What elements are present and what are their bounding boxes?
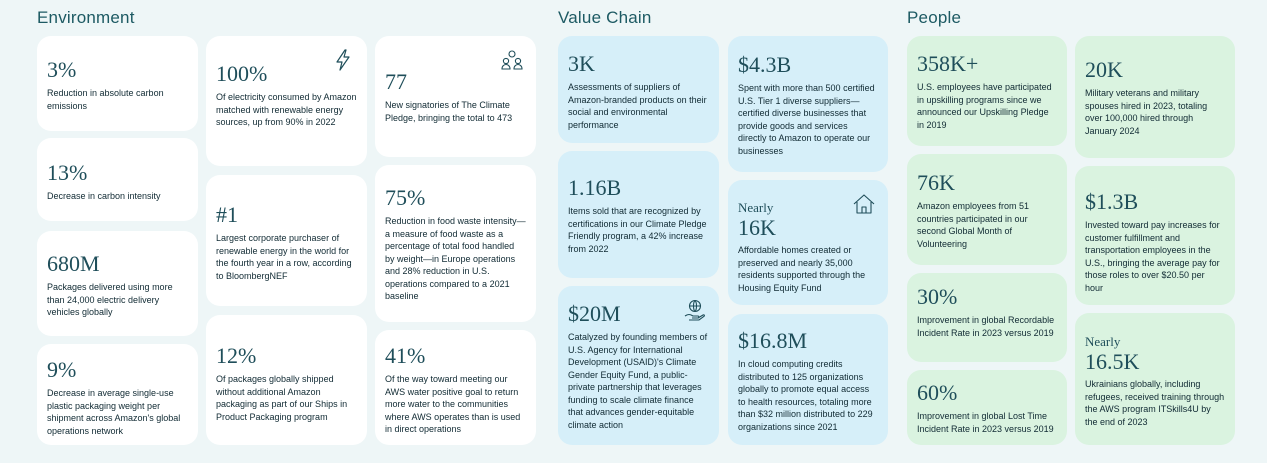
stat-description: Items sold that are recognized by certif…	[568, 206, 707, 254]
stat-description: Packages delivered using more than 24,00…	[47, 282, 173, 317]
stat-description: Decrease in average single-use plastic p…	[47, 388, 181, 436]
stat-description: Reduction in food waste intensity—a meas…	[385, 216, 526, 301]
stat-description: Improvement in global Lost Time Incident…	[917, 411, 1054, 434]
stat-value: 12%	[216, 343, 257, 368]
stat-card-vc-supplier-assessments: 3K Assessments of suppliers of Amazon-br…	[558, 36, 719, 143]
stat-card-people-upskilling: 358K+ U.S. employees have participated i…	[907, 36, 1067, 146]
stat-value: $20M	[568, 301, 621, 326]
stat-card-people-lost-time-incident: 60% Improvement in global Lost Time Inci…	[907, 370, 1067, 445]
stat-description: U.S. employees have participated in upsk…	[917, 82, 1052, 130]
stat-description: New signatories of The Climate Pledge, b…	[385, 100, 513, 123]
stat-value: 20K	[1085, 57, 1123, 82]
people-group-icon	[501, 50, 523, 70]
stat-value: 3K	[568, 51, 595, 76]
stat-description: Spent with more than 500 certified U.S. …	[738, 83, 875, 156]
stat-value: 75%	[385, 185, 426, 210]
stat-card-vc-climate-pledge-friendly: 1.16B Items sold that are recognized by …	[558, 151, 719, 278]
section-title-environment: Environment	[37, 8, 135, 27]
stat-card-env-plastic-packaging: 9% Decrease in average single-use plasti…	[37, 344, 198, 445]
stat-value: 60%	[917, 380, 958, 405]
stat-description: Of packages globally shipped without add…	[216, 374, 348, 422]
stat-card-env-ships-in-packaging: 12% Of packages globally shipped without…	[206, 315, 367, 445]
stat-value: 41%	[385, 343, 426, 368]
stat-value: 9%	[47, 357, 77, 382]
stat-card-people-pay-increases: $1.3B Invested toward pay increases for …	[1075, 166, 1235, 305]
house-icon	[853, 194, 875, 214]
stat-prefix: Nearly	[1085, 334, 1121, 349]
stat-description: Of electricity consumed by Amazon matche…	[216, 92, 357, 127]
stat-description: Assessments of suppliers of Amazon-brand…	[568, 82, 707, 130]
stat-value: #1	[216, 202, 238, 227]
stat-card-env-carbon-emissions: 3% Reduction in absolute carbon emission…	[37, 36, 198, 131]
stat-description: In cloud computing credits distributed t…	[738, 359, 873, 432]
stat-description: Military veterans and military spouses h…	[1085, 88, 1208, 136]
stat-description: Amazon employees from 51 countries parti…	[917, 201, 1030, 249]
section-title-people: People	[907, 8, 962, 27]
stat-value: $16.8M	[738, 328, 808, 353]
stat-description: Decrease in carbon intensity	[47, 191, 161, 201]
stat-value: $1.3B	[1085, 189, 1139, 214]
stat-description: Of the way toward meeting our AWS water …	[385, 374, 521, 434]
stat-card-vc-cloud-credits: $16.8M In cloud computing credits distri…	[728, 314, 888, 445]
stat-value: 100%	[216, 61, 268, 86]
stat-card-env-renewable-electricity: 100% Of electricity consumed by Amazon m…	[206, 36, 367, 166]
stat-value: 680M	[47, 251, 100, 276]
stat-description: Reduction in absolute carbon emissions	[47, 88, 164, 111]
stat-description: Affordable homes created or preserved an…	[738, 245, 866, 293]
stat-value: 358K+	[917, 51, 979, 76]
stat-value: 13%	[47, 160, 88, 185]
stat-card-people-military-hires: 20K Military veterans and military spous…	[1075, 36, 1235, 158]
stat-card-people-volunteering: 76K Amazon employees from 51 countries p…	[907, 154, 1067, 265]
stat-value: $4.3B	[738, 52, 792, 77]
stat-value: 3%	[47, 57, 77, 82]
stat-prefix: Nearly	[738, 200, 774, 215]
lightning-icon	[336, 49, 350, 71]
stat-description: Largest corporate purchaser of renewable…	[216, 233, 352, 281]
stat-card-people-recordable-incident: 30% Improvement in global Recordable Inc…	[907, 273, 1067, 362]
stat-value: 16.5K	[1085, 349, 1140, 374]
stat-card-vc-diverse-suppliers: $4.3B Spent with more than 500 certified…	[728, 36, 888, 172]
stat-card-env-climate-pledge: 77 New signatories of The Climate Pledge…	[375, 36, 536, 157]
stat-value: 76K	[917, 170, 955, 195]
stat-card-people-ukrainians-trained: Nearly 16.5K Ukrainians globally, includ…	[1075, 313, 1235, 445]
section-title-value-chain: Value Chain	[558, 8, 652, 27]
stat-value: 1.16B	[568, 175, 622, 200]
stat-description: Invested toward pay increases for custom…	[1085, 220, 1220, 293]
stat-card-env-carbon-intensity: 13% Decrease in carbon intensity	[37, 138, 198, 221]
stat-description: Catalyzed by founding members of U.S. Ag…	[568, 332, 708, 430]
stat-card-env-water-positive: 41% Of the way toward meeting our AWS wa…	[375, 330, 536, 445]
hand-globe-icon	[684, 299, 705, 321]
stat-card-env-renewable-purchaser: #1 Largest corporate purchaser of renewa…	[206, 175, 367, 306]
stat-description: Improvement in global Recordable Inciden…	[917, 315, 1055, 338]
stat-value: 16K	[738, 215, 776, 240]
stat-description: Ukrainians globally, including refugees,…	[1085, 379, 1225, 427]
stat-card-env-electric-delivery: 680M Packages delivered using more than …	[37, 231, 198, 336]
stat-card-vc-climate-gender-fund: $20M Catalyzed by founding members of U.…	[558, 286, 719, 445]
stat-value: 30%	[917, 284, 958, 309]
stat-card-vc-affordable-homes: Nearly 16K Affordable homes created or p…	[728, 180, 888, 305]
stat-card-env-food-waste: 75% Reduction in food waste intensity—a …	[375, 165, 536, 322]
stat-value: 77	[385, 69, 407, 94]
